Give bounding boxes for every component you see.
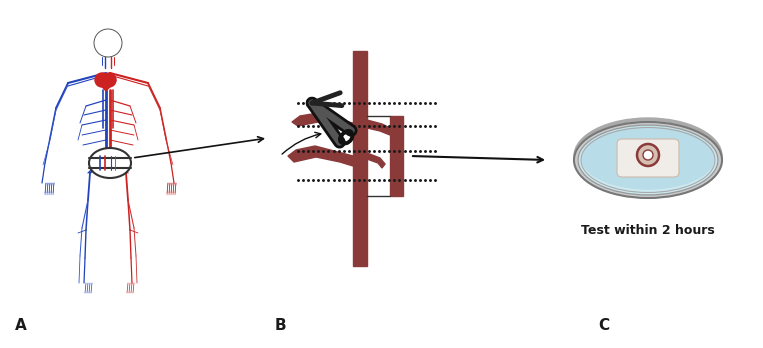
Circle shape bbox=[102, 73, 116, 87]
Text: Test within 2 hours: Test within 2 hours bbox=[581, 223, 715, 237]
Polygon shape bbox=[292, 113, 353, 133]
Circle shape bbox=[95, 73, 109, 87]
Polygon shape bbox=[367, 120, 392, 135]
Polygon shape bbox=[96, 80, 116, 91]
Ellipse shape bbox=[574, 118, 722, 194]
Text: B: B bbox=[275, 318, 287, 333]
FancyBboxPatch shape bbox=[617, 139, 679, 177]
Ellipse shape bbox=[578, 125, 718, 195]
Bar bbox=[390, 116, 403, 196]
Polygon shape bbox=[288, 146, 353, 166]
Bar bbox=[353, 51, 367, 266]
Circle shape bbox=[637, 144, 659, 166]
Text: C: C bbox=[598, 318, 609, 333]
Polygon shape bbox=[367, 153, 385, 168]
Ellipse shape bbox=[89, 148, 131, 178]
Circle shape bbox=[643, 150, 653, 160]
Ellipse shape bbox=[574, 122, 722, 198]
Ellipse shape bbox=[582, 127, 714, 189]
Text: A: A bbox=[15, 318, 27, 333]
